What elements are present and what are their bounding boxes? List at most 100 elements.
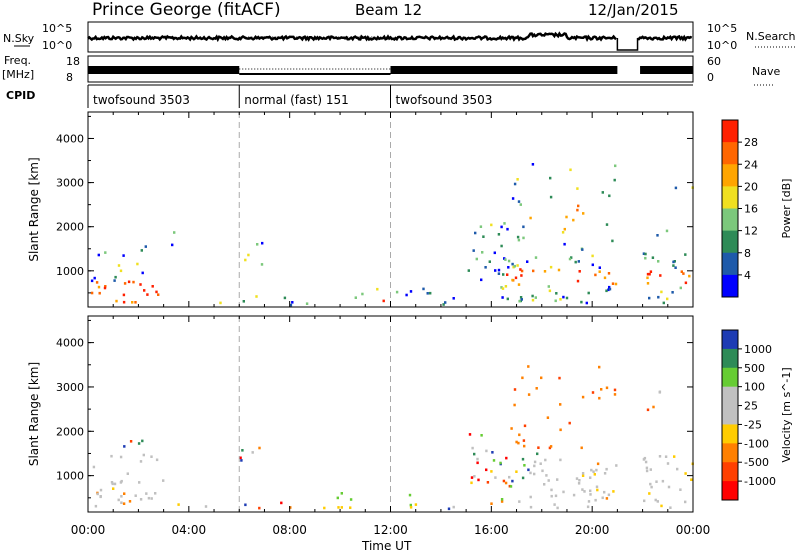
velocity-cell — [600, 388, 603, 391]
velocity-cell — [162, 479, 165, 482]
power-cell — [526, 260, 529, 263]
power-cell — [256, 243, 259, 246]
velocity-cell — [658, 455, 662, 458]
velocity-cell — [490, 470, 493, 473]
power-cell — [576, 208, 579, 212]
cpid-label: CPID — [6, 89, 35, 102]
power-cell — [679, 286, 682, 290]
velocity-cell — [645, 469, 649, 473]
power-cell — [140, 249, 143, 252]
power-cell — [490, 223, 493, 227]
velocity-cell — [204, 505, 208, 508]
velocity-cell — [470, 476, 474, 479]
power-cell — [484, 266, 487, 269]
nsky-gap — [616, 38, 639, 51]
power-cell — [444, 301, 447, 304]
velocity-cell — [649, 468, 652, 471]
velocity-cell — [485, 468, 488, 472]
power-cell — [548, 289, 552, 293]
velocity-cell — [155, 458, 159, 462]
velocity-cell — [490, 502, 493, 505]
velocity-cell — [660, 504, 663, 508]
cpid-segment-label: twofsound 3503 — [396, 93, 493, 107]
velocity-cell — [547, 479, 550, 482]
velocity-cell — [340, 492, 343, 495]
power-cell — [549, 176, 552, 180]
velocity-cell — [117, 498, 120, 502]
velocity-cell — [289, 506, 292, 509]
velocity-cell — [603, 490, 606, 494]
velocity-cell — [556, 506, 559, 510]
ytick-label: 2000 — [56, 221, 84, 234]
power-cell — [519, 203, 522, 206]
velocity-cell — [120, 501, 123, 504]
colorbar-swatch — [722, 208, 738, 232]
power-cell — [522, 236, 525, 240]
power-cell — [557, 268, 561, 272]
power-cell — [511, 262, 514, 266]
velocity-cell — [581, 488, 584, 491]
colorbar-swatch — [722, 386, 738, 407]
velocity-cell — [527, 365, 530, 368]
power-cell — [104, 251, 107, 254]
velocity-cell — [559, 458, 562, 462]
nsky-tick-bottom: 10^0 — [42, 39, 72, 52]
velocity-cell — [529, 495, 532, 499]
velocity-cell — [673, 455, 676, 458]
power-cell — [646, 272, 650, 276]
power-cell — [255, 295, 258, 298]
velocity-cell — [642, 458, 646, 461]
velocity-cell — [138, 481, 141, 484]
power-cell — [97, 285, 101, 289]
velocity-cell — [244, 503, 247, 507]
velocity-cell — [666, 462, 670, 465]
velocity-cell — [661, 479, 665, 483]
power-cell — [500, 286, 503, 289]
velocity-cell — [147, 496, 151, 500]
power-cell — [648, 272, 651, 276]
colorbar-swatch — [722, 367, 738, 388]
velocity-cell — [523, 424, 527, 428]
velocity-cell — [523, 444, 526, 448]
power-cell — [607, 272, 611, 275]
power-cell — [520, 269, 524, 273]
velocity-cell — [349, 498, 353, 501]
velocity-cell — [510, 427, 513, 430]
velocity-cell — [128, 500, 132, 503]
velocity-cell — [548, 446, 552, 450]
power-cell — [497, 233, 501, 236]
power-cell — [577, 260, 580, 263]
velocity-cell — [595, 485, 599, 489]
power-cell — [382, 299, 385, 303]
power-cell — [514, 276, 518, 280]
velocity-cell — [414, 503, 418, 506]
power-cell — [611, 239, 614, 243]
power-cell — [219, 301, 222, 305]
nave-tick-bottom: 0 — [707, 71, 714, 84]
colorbar-tick-label: -500 — [744, 456, 769, 469]
colorbar-swatch — [722, 348, 738, 369]
power-cell — [594, 273, 597, 277]
velocity-cell — [177, 503, 180, 506]
nsky-line-late — [637, 34, 693, 42]
power-cell — [500, 244, 503, 248]
velocity-cell — [533, 472, 536, 476]
velocity-cell — [648, 492, 651, 495]
power-cell — [141, 271, 144, 275]
power-cell — [601, 191, 604, 194]
power-cell — [543, 270, 547, 273]
power-cell — [517, 238, 521, 242]
power-cell — [134, 301, 137, 304]
velocity-cell — [473, 452, 476, 456]
power-cell — [613, 178, 616, 182]
date-title: 12/Jan/2015 — [588, 1, 679, 19]
power-cell — [513, 182, 517, 186]
power-cell — [114, 275, 117, 279]
power-cell — [504, 285, 508, 288]
power-cell — [605, 223, 609, 226]
velocity-cell — [541, 469, 544, 473]
velocity-cell — [649, 482, 652, 486]
power-cell — [549, 195, 553, 199]
xtick-label: 04:00 — [172, 523, 207, 537]
velocity-colorbar: 1000 500 100 25 -25 -100 -500 -1000 Velocity [m … — [721, 329, 793, 501]
